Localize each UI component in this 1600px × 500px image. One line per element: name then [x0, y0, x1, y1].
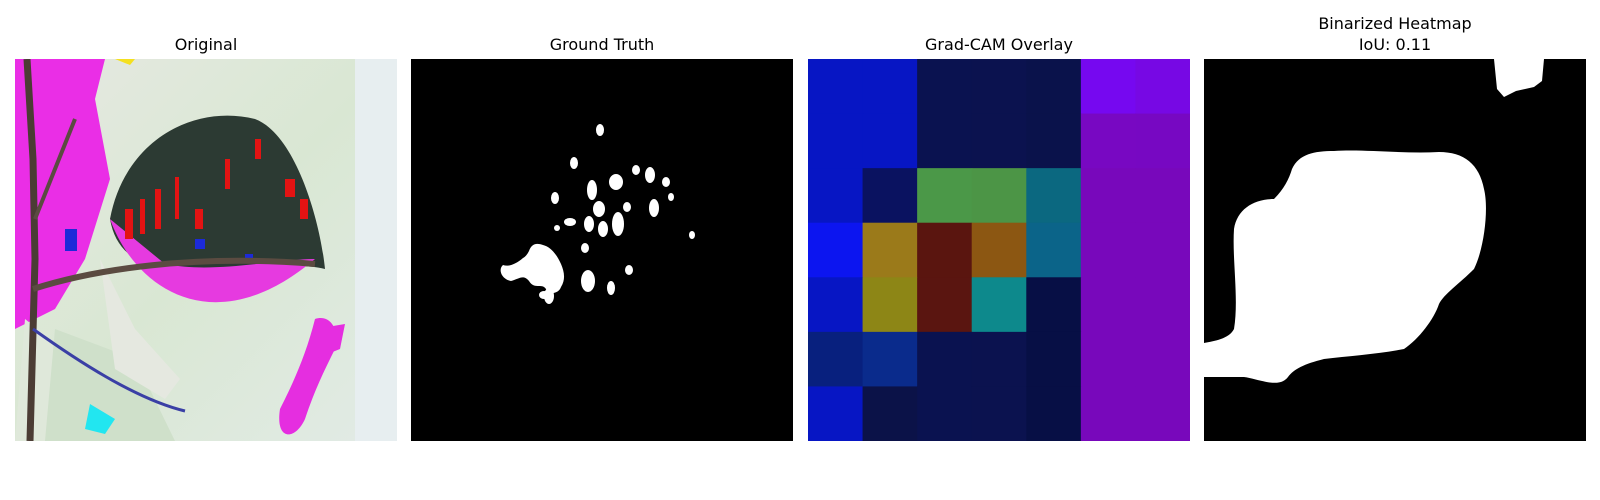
- gradcam-cell: [1026, 113, 1082, 169]
- gradcam-cell: [1135, 386, 1190, 441]
- gradcam-cell: [917, 113, 973, 169]
- gradcam-cell: [808, 59, 864, 115]
- original-image: [15, 59, 397, 441]
- gradcam-cell: [1135, 222, 1190, 278]
- gradcam-cell: [862, 59, 918, 115]
- gradcam-cell: [1026, 222, 1082, 278]
- gradcam-cell: [1080, 168, 1136, 224]
- binarized-mask-shape: [1204, 59, 1544, 383]
- gradcam-cell: [1135, 113, 1190, 169]
- gradcam-cell: [971, 222, 1027, 278]
- gradcam-cell: [1135, 331, 1190, 387]
- gradcam-cell: [1026, 277, 1082, 333]
- gradcam-cell: [917, 222, 973, 278]
- gradcam-cell: [1026, 59, 1082, 115]
- gradcam-cell: [862, 277, 918, 333]
- leaf-image-graphic: [15, 59, 397, 441]
- gradcam-cell: [862, 113, 918, 169]
- gradcam-cell: [1080, 331, 1136, 387]
- gradcam-cell: [862, 386, 918, 441]
- mask-blobs: [500, 124, 695, 304]
- gradcam-cell: [971, 386, 1027, 441]
- gradcam-cell: [862, 331, 918, 387]
- panel-title-gradcam: Grad-CAM Overlay: [925, 35, 1073, 54]
- gradcam-cell: [971, 59, 1027, 115]
- gradcam-cell: [917, 331, 973, 387]
- gradcam-cell: [917, 59, 973, 115]
- gradcam-cell: [917, 386, 973, 441]
- gradcam-cell: [971, 168, 1027, 224]
- gradcam-cell: [1080, 113, 1136, 169]
- panel-title-ground-truth: Ground Truth: [549, 35, 655, 54]
- gradcam-cell: [917, 168, 973, 224]
- gradcam-cell: [808, 222, 864, 278]
- gradcam-cell: [808, 386, 864, 441]
- gradcam-cell: [1026, 386, 1082, 441]
- panel-title-binarized: Binarized Heatmap: [1318, 14, 1472, 33]
- gradcam-cell: [971, 277, 1027, 333]
- gradcam-overlay: [808, 59, 1190, 441]
- gradcam-cell: [1026, 168, 1082, 224]
- gradcam-cell: [1080, 386, 1136, 441]
- gradcam-cell: [808, 277, 864, 333]
- gradcam-grid: [808, 59, 1190, 441]
- gradcam-cell: [971, 331, 1027, 387]
- panel-subtitle-iou: IoU: 0.11: [1358, 35, 1432, 54]
- binarized-heatmap: [1204, 59, 1586, 441]
- gradcam-cell: [917, 277, 973, 333]
- gradcam-cell: [1135, 59, 1190, 115]
- gradcam-cell: [862, 168, 918, 224]
- gradcam-cell: [1080, 59, 1136, 115]
- gradcam-cell: [1135, 277, 1190, 333]
- gradcam-cell: [1135, 168, 1190, 224]
- panel-title-original: Original: [174, 35, 238, 54]
- gradcam-cell: [1080, 222, 1136, 278]
- gradcam-cell: [1080, 277, 1136, 333]
- gradcam-cell: [808, 168, 864, 224]
- gradcam-cell: [808, 113, 864, 169]
- gradcam-cell: [808, 331, 864, 387]
- gradcam-cell: [862, 222, 918, 278]
- gradcam-cell: [1026, 331, 1082, 387]
- ground-truth-mask: [411, 59, 793, 441]
- gradcam-cell: [971, 113, 1027, 169]
